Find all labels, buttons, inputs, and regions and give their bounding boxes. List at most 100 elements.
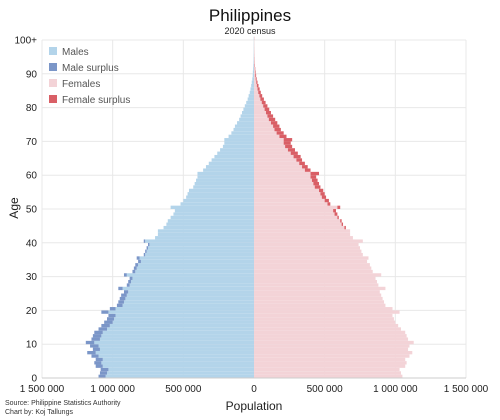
bar-male-surplus-age-2 (100, 367, 109, 372)
bar-female-surplus-age-65 (293, 154, 301, 159)
y-tick-label: 60 (26, 171, 38, 182)
bar-females-age-72 (254, 131, 277, 135)
bar-males-age-78 (241, 111, 254, 115)
bar-female-surplus-age-83 (259, 94, 263, 98)
bar-male-surplus-age-33 (135, 263, 139, 267)
bar-females-age-87 (254, 80, 257, 84)
bar-males-age-14 (107, 327, 254, 331)
bar-males-age-64 (211, 158, 254, 162)
bar-males-age-45 (166, 222, 254, 226)
bar-female-surplus-age-89 (255, 73, 257, 78)
bar-males-age-62 (205, 165, 254, 169)
bar-females-age-48 (254, 212, 335, 216)
bar-male-surplus-age-10 (85, 340, 95, 345)
bar-males-age-11 (99, 337, 255, 341)
bar-females-age-42 (254, 232, 351, 237)
bar-male-surplus-age-6 (91, 354, 99, 358)
bar-females-age-69 (254, 141, 284, 145)
legend-label-females: Females (62, 79, 100, 90)
bar-male-surplus-age-12 (92, 334, 102, 338)
bar-males-age-37 (146, 249, 254, 253)
bar-females-age-50 (254, 205, 338, 209)
bar-males-age-38 (148, 246, 254, 250)
bar-female-surplus-age-81 (261, 100, 266, 105)
bar-female-surplus-age-46 (340, 219, 342, 223)
bar-males-age-19 (108, 310, 254, 314)
bar-male-surplus-age-31 (132, 269, 136, 274)
y-tick-label: 80 (26, 103, 38, 114)
bar-males-age-56 (193, 185, 254, 189)
bar-females-age-14 (254, 327, 401, 331)
bar-female-surplus-age-63 (299, 161, 305, 166)
bar-males-age-5 (102, 357, 254, 362)
bar-females-age-10 (254, 340, 414, 345)
bar-female-surplus-age-61 (304, 168, 311, 172)
bar-female-surplus-age-62 (302, 165, 308, 169)
x-tick-label: 1 000 000 (373, 384, 418, 395)
bar-female-surplus-age-72 (276, 131, 284, 135)
bar-males-age-58 (196, 178, 254, 182)
y-tick-label: 50 (26, 205, 38, 216)
bar-females-age-3 (254, 364, 406, 368)
bar-females-age-21 (254, 303, 386, 308)
bar-female-surplus-age-60 (310, 171, 320, 176)
bar-males-age-85 (250, 87, 254, 91)
x-axis-label: Population (226, 399, 283, 413)
bar-female-surplus-age-82 (260, 97, 264, 101)
bar-males-age-54 (187, 192, 254, 196)
bar-female-surplus-age-51 (327, 202, 331, 206)
bar-male-surplus-age-36 (143, 252, 146, 257)
x-tick-label: 1 500 000 (444, 384, 489, 395)
bar-males-age-81 (246, 100, 254, 105)
bar-females-age-68 (254, 144, 286, 149)
x-tick-label: 500 000 (307, 384, 344, 395)
bar-male-surplus-age-21 (116, 303, 123, 308)
bar-females-age-84 (254, 90, 259, 95)
bar-females-age-91 (254, 67, 255, 71)
bar-male-surplus-age-40 (143, 239, 146, 243)
bar-males-age-89 (252, 73, 254, 78)
bar-males-age-23 (125, 296, 255, 301)
y-tick-label: 70 (26, 137, 38, 148)
bar-female-surplus-age-75 (270, 121, 278, 125)
bar-females-age-71 (254, 134, 280, 139)
bar-female-surplus-age-71 (279, 134, 287, 139)
bar-male-surplus-age-29 (129, 276, 133, 280)
bar-male-surplus-age-7 (87, 350, 96, 355)
bar-females-age-65 (254, 154, 294, 159)
bar-females-age-35 (254, 256, 369, 260)
bar-females-age-46 (254, 219, 341, 223)
bar-females-age-81 (254, 100, 262, 105)
y-tick-label: 0 (31, 374, 37, 385)
bar-females-age-13 (254, 330, 406, 335)
bar-female-surplus-age-73 (274, 127, 281, 132)
bar-female-surplus-age-67 (287, 148, 295, 152)
bar-female-surplus-age-86 (256, 83, 259, 88)
bar-males-age-49 (174, 209, 254, 213)
bar-female-surplus-age-53 (321, 195, 327, 199)
bar-females-age-34 (254, 259, 368, 264)
bar-females-age-49 (254, 209, 334, 213)
bar-female-surplus-age-48 (334, 212, 338, 216)
bar-females-age-17 (254, 317, 394, 321)
bar-female-surplus-age-80 (263, 104, 268, 108)
bar-females-age-75 (254, 121, 271, 125)
bar-males-age-22 (123, 300, 255, 304)
bar-females-age-27 (254, 283, 379, 287)
bar-female-surplus-age-87 (256, 80, 258, 84)
bar-female-surplus-age-45 (341, 222, 344, 226)
bar-females-age-4 (254, 361, 407, 365)
bar-males-age-92 (253, 63, 254, 68)
bar-females-age-90 (254, 70, 256, 74)
bar-male-surplus-age-20 (109, 307, 116, 311)
bar-females-age-73 (254, 127, 275, 132)
bar-females-age-26 (254, 286, 386, 291)
bar-females-age-54 (254, 192, 321, 196)
bar-females-age-70 (254, 138, 284, 142)
bar-males-age-44 (163, 225, 254, 230)
bar-males-age-28 (131, 280, 254, 284)
bar-female-surplus-age-54 (320, 192, 325, 196)
bar-male-surplus-age-38 (146, 246, 148, 250)
x-tick-label: 0 (251, 384, 257, 395)
